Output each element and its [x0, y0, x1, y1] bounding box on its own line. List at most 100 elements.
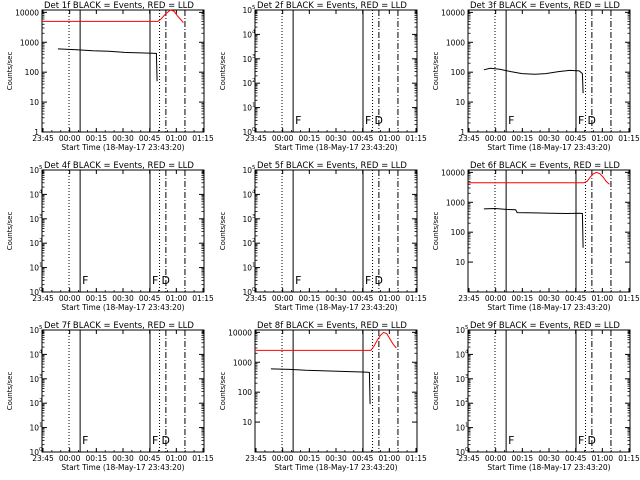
y-tick-exponent: 5 [39, 325, 43, 331]
x-tick-label: 00:00 [59, 454, 81, 463]
x-axis-label: Start Time (18-May-17 23:43:20) [487, 143, 610, 152]
plot-frame [467, 329, 631, 453]
marker-label: F [295, 114, 301, 127]
y-tick-label: 10 [242, 30, 252, 39]
y-tick-label: 10 [29, 448, 39, 457]
marker-label: F [508, 434, 514, 447]
x-tick-label: 01:15 [192, 454, 214, 463]
y-tick-label: 10 [455, 448, 465, 457]
plot-frame [254, 9, 418, 133]
y-tick-label: 10 [29, 350, 39, 359]
x-tick-label: 01:15 [618, 294, 640, 303]
panel-det-3: Det 3f BLACK = Events, RED = LLD Counts/s… [432, 1, 640, 152]
x-tick-label: 23:45 [245, 134, 267, 143]
y-tick-label: 100 [451, 228, 466, 237]
x-tick-label: 00:30 [538, 134, 560, 143]
x-tick-label: 01:15 [618, 134, 640, 143]
x-tick-label: 23:45 [32, 454, 54, 463]
panel-det-7: Det 7f BLACK = Events, RED = LLD Counts/s… [6, 321, 214, 472]
y-tick-label: 10 [242, 104, 252, 113]
y-tick-label: 10 [242, 264, 252, 273]
event-rate-line [483, 207, 584, 248]
x-tick-label: 00:00 [272, 454, 294, 463]
x-tick-label: 01:15 [192, 294, 214, 303]
y-tick-label: 10000 [441, 168, 465, 177]
x-tick-label: 00:45 [565, 454, 587, 463]
lld-rate-line [255, 331, 397, 351]
y-tick-exponent: 1 [252, 103, 256, 109]
x-tick-label: 01:00 [592, 134, 614, 143]
x-tick-label: 00:30 [538, 454, 560, 463]
y-tick-label: 10000 [441, 8, 465, 17]
panel-title: Det 3f BLACK = Events, RED = LLD [470, 1, 620, 11]
y-tick-label: 10 [29, 215, 39, 224]
y-tick-label: 10 [29, 239, 39, 248]
y-tick-exponent: 5 [252, 5, 256, 11]
x-tick-label: 00:00 [272, 294, 294, 303]
plot-frame [254, 329, 418, 453]
x-tick-label: 00:45 [352, 294, 374, 303]
marker-label: F [82, 274, 88, 287]
y-tick-label: 10 [242, 418, 252, 427]
y-tick-exponent: 1 [39, 423, 43, 429]
panel-title: Det 2f BLACK = Events, RED = LLD [257, 1, 407, 11]
y-tick-exponent: 0 [465, 447, 469, 453]
x-tick-label: 00:15 [299, 454, 321, 463]
panel-det-2: Det 2f BLACK = Events, RED = LLD Counts/s… [219, 1, 427, 152]
panel-title: Det 4f BLACK = Events, RED = LLD [44, 161, 194, 171]
x-tick-label: 01:15 [192, 134, 214, 143]
y-axis-label: Counts/sec [6, 372, 14, 411]
marker-label: F [508, 114, 514, 127]
y-tick-exponent: 2 [465, 398, 469, 404]
x-tick-label: 00:00 [485, 454, 507, 463]
y-tick-label: 10 [242, 128, 252, 137]
y-tick-label: 10 [455, 326, 465, 335]
x-tick-label: 01:00 [379, 454, 401, 463]
marker-label: F [365, 114, 371, 127]
panel-title: Det 6f BLACK = Events, RED = LLD [470, 161, 620, 171]
y-tick-label: 1 [34, 128, 39, 137]
x-tick-label: 01:15 [405, 454, 427, 463]
x-axis-label: Start Time (18-May-17 23:43:20) [61, 303, 184, 312]
marker-label: F [82, 434, 88, 447]
y-axis-label: Counts/sec [6, 212, 14, 251]
x-tick-label: 01:00 [166, 134, 188, 143]
x-tick-label: 00:45 [352, 134, 374, 143]
x-tick-label: 23:45 [458, 294, 480, 303]
panel-det-1: Det 1f BLACK = Events, RED = LLD Counts/s… [6, 1, 214, 152]
x-tick-label: 00:15 [512, 454, 534, 463]
y-tick-exponent: 3 [39, 374, 43, 380]
event-rate-line [483, 67, 584, 94]
panel-title: Det 9f BLACK = Events, RED = LLD [470, 321, 620, 331]
x-tick-label: 00:30 [112, 454, 134, 463]
x-tick-label: 23:45 [32, 134, 54, 143]
x-tick-label: 00:30 [325, 454, 347, 463]
x-axis-label: Start Time (18-May-17 23:43:20) [274, 143, 397, 152]
y-tick-label: 10 [242, 6, 252, 15]
y-tick-exponent: 0 [252, 287, 256, 293]
event-rate-line [57, 48, 158, 82]
panel-det-5: Det 5f BLACK = Events, RED = LLD Counts/s… [219, 161, 427, 312]
y-tick-exponent: 1 [465, 423, 469, 429]
y-tick-exponent: 4 [252, 29, 256, 35]
y-axis-label: Counts/sec [432, 52, 440, 91]
y-tick-label: 10 [29, 375, 39, 384]
panel-det-6: Det 6f BLACK = Events, RED = LLD Counts/s… [432, 161, 640, 312]
y-tick-label: 100 [25, 68, 40, 77]
y-tick-label: 10 [29, 399, 39, 408]
marker-label: F [152, 434, 158, 447]
plot-frame [254, 169, 418, 293]
panel-title: Det 1f BLACK = Events, RED = LLD [44, 1, 194, 11]
plot-frame [41, 169, 205, 293]
y-tick-exponent: 1 [252, 263, 256, 269]
x-tick-label: 01:00 [592, 454, 614, 463]
y-tick-label: 10 [455, 350, 465, 359]
y-tick-label: 1000 [446, 198, 465, 207]
x-tick-label: 01:00 [166, 454, 188, 463]
y-tick-label: 10 [29, 326, 39, 335]
y-tick-label: 10 [242, 79, 252, 88]
x-axis-label: Start Time (18-May-17 23:43:20) [61, 463, 184, 472]
x-axis-label: Start Time (18-May-17 23:43:20) [487, 303, 610, 312]
panel-title: Det 7f BLACK = Events, RED = LLD [44, 321, 194, 331]
